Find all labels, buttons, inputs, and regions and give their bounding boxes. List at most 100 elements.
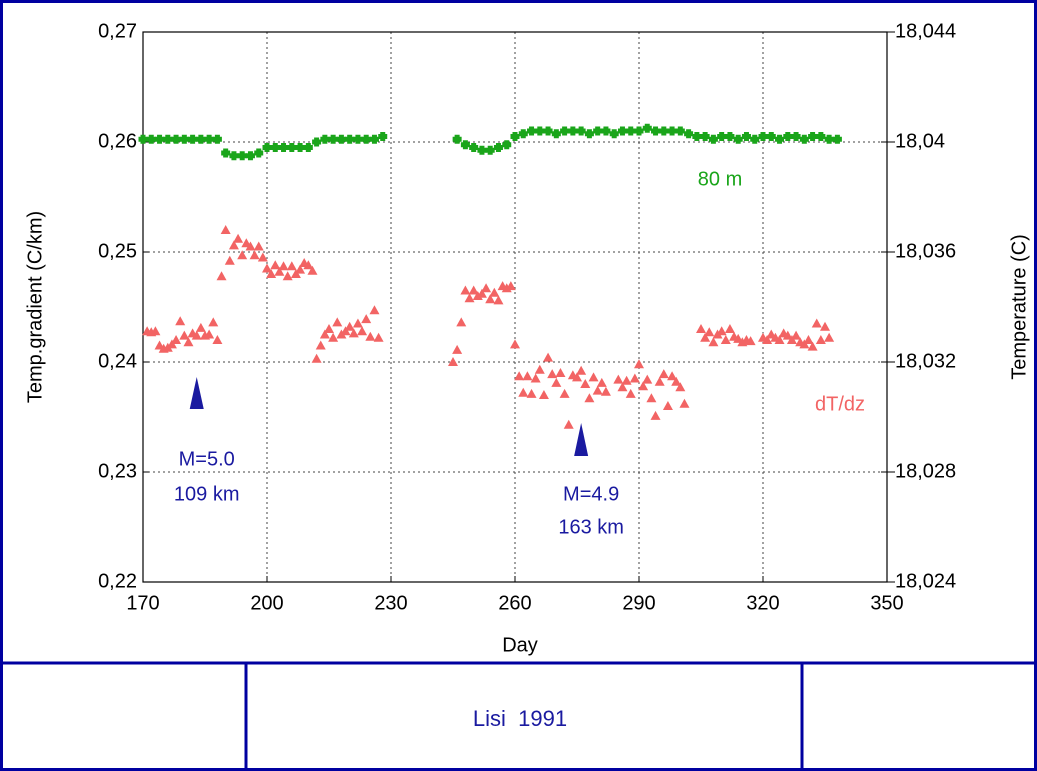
data-point	[654, 376, 665, 386]
data-point	[588, 372, 599, 382]
data-point	[204, 134, 214, 144]
annotation-label: M=5.0	[179, 448, 235, 470]
data-point	[560, 126, 570, 136]
plot-frame	[142, 31, 888, 583]
data-point	[675, 126, 685, 136]
data-point	[679, 398, 690, 408]
data-point	[357, 326, 368, 336]
data-point	[510, 132, 520, 141]
data-point	[228, 240, 239, 250]
data-point	[311, 353, 322, 363]
data-point	[345, 134, 355, 144]
data-point	[253, 241, 264, 251]
data-point	[361, 314, 372, 324]
data-point	[295, 143, 305, 152]
data-point	[758, 132, 768, 141]
data-point	[336, 134, 346, 144]
y-tick-label: 0,23	[98, 460, 137, 482]
data-point	[832, 134, 842, 144]
data-point	[286, 261, 297, 271]
data-point	[642, 374, 653, 384]
data-point	[576, 126, 586, 136]
y-tick-label: 0,26	[98, 130, 137, 152]
data-point	[485, 145, 495, 155]
data-point	[468, 285, 479, 295]
x-tick-label: 200	[250, 592, 283, 614]
data-point	[378, 132, 388, 141]
data-point	[262, 143, 272, 152]
y-tick-label: 0,25	[98, 240, 137, 262]
data-point	[572, 372, 582, 382]
data-point	[783, 132, 793, 141]
data-point	[717, 132, 727, 141]
data-point	[262, 263, 272, 273]
data-point	[237, 250, 248, 260]
x-tick-label: 170	[126, 592, 159, 614]
annotation-label: 109 km	[174, 483, 240, 505]
data-point	[725, 132, 735, 141]
data-point	[538, 390, 549, 399]
data-point	[204, 329, 215, 339]
data-point	[592, 385, 603, 395]
y2-tick-label: 18,028	[895, 460, 956, 482]
data-point	[613, 374, 624, 384]
y-tick-label: 0,22	[98, 570, 137, 592]
data-point	[621, 375, 632, 385]
data-point	[514, 371, 525, 381]
y2-axis-label: Temperature (C)	[1008, 234, 1030, 380]
data-point	[543, 126, 553, 136]
data-point	[811, 318, 822, 328]
data-point	[617, 382, 628, 392]
data-point	[183, 337, 194, 347]
data-point	[489, 287, 500, 297]
data-point	[704, 327, 715, 337]
data-point	[353, 134, 363, 144]
data-point	[601, 126, 611, 136]
x-tick-label: 320	[746, 592, 779, 614]
data-point	[791, 330, 802, 340]
data-point	[502, 140, 512, 150]
data-point	[534, 364, 545, 374]
data-point	[477, 145, 487, 155]
data-point	[650, 410, 661, 420]
data-point	[530, 373, 541, 383]
data-point	[803, 335, 814, 344]
data-point	[658, 369, 669, 379]
data-point	[315, 340, 326, 350]
data-point	[328, 332, 339, 342]
data-point	[460, 285, 471, 295]
data-point	[667, 371, 678, 381]
data-point	[518, 129, 528, 139]
x-tick-label: 350	[870, 592, 903, 614]
data-point	[493, 295, 504, 305]
data-point	[361, 134, 371, 144]
data-point	[634, 126, 644, 136]
data-point	[766, 132, 776, 141]
data-point	[191, 330, 202, 340]
annotation-label: 163 km	[558, 516, 624, 538]
x-tick-label: 290	[622, 592, 655, 614]
data-point	[568, 126, 578, 136]
data-point	[196, 134, 206, 144]
data-point	[799, 134, 809, 144]
data-point	[303, 143, 313, 152]
data-point	[522, 371, 533, 381]
data-point	[208, 317, 219, 327]
data-point	[555, 368, 566, 377]
data-point	[724, 324, 735, 333]
data-point	[700, 332, 711, 342]
data-point	[257, 252, 268, 262]
data-point	[609, 129, 619, 139]
data-point	[700, 132, 710, 141]
data-point	[559, 388, 570, 398]
data-point	[328, 134, 338, 144]
data-point	[278, 261, 289, 271]
data-point	[171, 134, 181, 144]
data-point	[596, 377, 607, 387]
data-point	[543, 352, 554, 362]
data-point	[452, 344, 463, 354]
data-point	[369, 134, 379, 144]
data-point	[352, 318, 363, 328]
data-point	[782, 330, 793, 340]
